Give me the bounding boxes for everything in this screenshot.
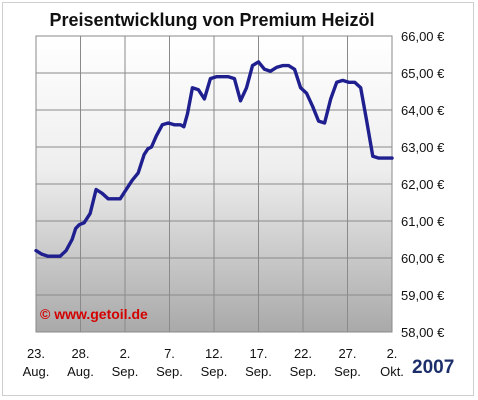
x-tick-day: 17. (249, 346, 267, 361)
x-tick-month: Aug. (23, 364, 50, 379)
y-tick-label: 63,00 € (401, 140, 445, 155)
plot-border (35, 35, 393, 333)
y-tick-label: 58,00 € (401, 325, 445, 340)
x-tick-month: Okt. (380, 364, 404, 379)
x-tick-day: 28. (71, 346, 89, 361)
watermark: © www.getoil.de (40, 306, 148, 322)
x-tick-month: Sep. (290, 364, 317, 379)
x-tick-month: Sep. (334, 364, 361, 379)
y-tick-label: 64,00 € (401, 103, 445, 118)
x-tick-month: Sep. (156, 364, 183, 379)
series-line (34, 60, 394, 258)
y-tick-label: 62,00 € (401, 177, 445, 192)
x-tick-day: 23. (27, 346, 45, 361)
x-tick-month: Aug. (67, 364, 94, 379)
x-tick-month: Sep. (245, 364, 272, 379)
x-tick-day: 22. (294, 346, 312, 361)
y-axis-ticks: 66,00 € 65,00 € 64,00 € 63,00 € 62,00 € 61,00… (401, 29, 445, 340)
x-tick-day: 27. (338, 346, 356, 361)
x-tick-day: 7. (164, 346, 175, 361)
y-tick-label: 66,00 € (401, 29, 445, 44)
y-tick-label: 59,00 € (401, 288, 445, 303)
y-tick-label: 60,00 € (401, 251, 445, 266)
chart-title: Preisentwicklung von Premium Heizöl (49, 10, 374, 30)
x-tick-month: Sep. (201, 364, 228, 379)
x-tick-day: 12. (205, 346, 223, 361)
y-tick-label: 61,00 € (401, 214, 445, 229)
year-label: 2007 (412, 357, 454, 378)
x-tick-month: Sep. (112, 364, 139, 379)
y-tick-label: 65,00 € (401, 66, 445, 81)
x-tick-day: 2. (387, 346, 398, 361)
x-tick-day: 2. (120, 346, 131, 361)
x-axis-ticks: 23. Aug. 28. Aug. 2. Sep. 7. Sep. 12. Sep. 17. Sep.… (23, 346, 404, 379)
